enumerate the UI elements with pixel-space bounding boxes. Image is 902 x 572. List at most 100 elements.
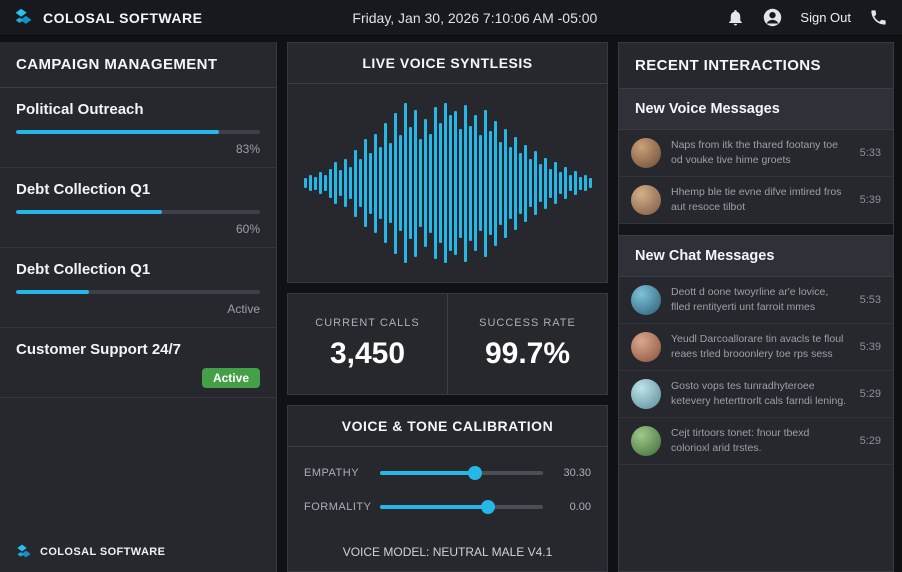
waveform-bar [408, 127, 412, 239]
waveform-bar [398, 135, 402, 231]
voice-panel-title: LIVE VOICE SYNTLESIS [288, 43, 607, 84]
phone-icon[interactable] [869, 8, 888, 27]
success-rate-label: SUCCESS RATE [479, 317, 576, 329]
campaign-status: 83% [235, 142, 260, 156]
waveform-bar [553, 162, 557, 204]
empathy-slider-row: EMPATHY 30.30 [304, 466, 591, 480]
campaign-progress-bar [16, 290, 260, 294]
topbar: COLOSAL SOFTWARE Friday, Jan 30, 2026 7:… [0, 0, 902, 36]
calibration-sliders: EMPATHY 30.30 FORMALITY 0.00 [288, 447, 607, 519]
success-rate-value: 99.7% [484, 337, 571, 370]
chat-message-item[interactable]: Gosto vops tes tunradhyteroee ketevery h… [619, 371, 893, 418]
sign-out-button[interactable]: Sign Out [800, 10, 851, 25]
empathy-slider[interactable] [380, 466, 543, 480]
chat-message-item[interactable]: Deott d oone twoyrline ar'e lovice, flle… [619, 277, 893, 324]
waveform-bar [333, 162, 337, 204]
waveform-bar [503, 128, 507, 238]
campaign-item-debt-collection-1[interactable]: Debt Collection Q1 60% [0, 168, 276, 248]
waveform-bar [518, 152, 522, 214]
footer-logo-icon [16, 544, 32, 560]
empathy-slider-knob[interactable] [467, 466, 482, 480]
voice-tone-calibration-panel: VOICE & TONE CALIBRATION EMPATHY 30.30 F… [287, 405, 608, 572]
waveform-bar [388, 143, 392, 223]
waveform-bar [423, 119, 427, 247]
waveform-bar [428, 133, 432, 233]
calibration-panel-title: VOICE & TONE CALIBRATION [288, 406, 607, 447]
center-column: LIVE VOICE SYNTLESIS CURRENT CALLS 3,450… [287, 42, 608, 572]
waveform-bar [358, 159, 362, 207]
waveform-bar [463, 104, 467, 262]
datetime: Friday, Jan 30, 2026 7:10:06 AM -05:00 [352, 9, 598, 26]
waveform [288, 84, 607, 282]
formality-slider[interactable] [380, 500, 543, 514]
waveform-bar [313, 176, 317, 190]
waveform-bar [578, 176, 582, 190]
main-content: CAMPAIGN MANAGEMENT Political Outreach 8… [0, 42, 902, 572]
section-divider [619, 224, 893, 236]
waveform-bar [573, 171, 577, 195]
campaign-panel-title: CAMPAIGN MANAGEMENT [0, 42, 276, 88]
current-calls-stat: CURRENT CALLS 3,450 [288, 294, 447, 394]
waveform-bar [543, 157, 547, 209]
message-time: 5:53 [859, 294, 881, 306]
campaign-item-political-outreach[interactable]: Political Outreach 83% [0, 88, 276, 168]
campaign-progress-bar [16, 210, 260, 214]
sender-avatar [631, 332, 661, 362]
campaign-name: Debt Collection Q1 [16, 261, 151, 278]
chat-messages-section-header: New Chat Messages [619, 236, 893, 277]
sender-avatar [631, 379, 661, 409]
waveform-bar [338, 170, 342, 196]
waveform-bar [348, 167, 352, 199]
waveform-bar [318, 172, 322, 194]
campaign-status: Active [227, 302, 260, 316]
waveform-bar [488, 131, 492, 235]
user-avatar-icon[interactable] [763, 8, 782, 27]
sender-avatar [631, 426, 661, 456]
sender-avatar [631, 285, 661, 315]
chat-message-item[interactable]: Yeudl Darcoallorare tin avacls te floul … [619, 324, 893, 371]
waveform-bar [483, 109, 487, 257]
waveform-bar [523, 144, 527, 222]
voice-model-label: VOICE MODEL: NEUTRAL MALE V4.1 [342, 545, 553, 559]
empathy-label: EMPATHY [304, 467, 360, 479]
formality-label: FORMALITY [304, 501, 372, 513]
notifications-bell-icon[interactable] [726, 8, 745, 27]
waveform-bar [343, 159, 347, 207]
campaign-item-customer-support[interactable]: Customer Support 24/7 Active [0, 328, 276, 398]
waveform-bar [558, 172, 562, 194]
sidebar-footer: COLOSAL SOFTWARE [0, 532, 276, 572]
waveform-bar [583, 175, 587, 191]
waveform-bar [418, 139, 422, 227]
campaign-item-debt-collection-2[interactable]: Debt Collection Q1 Active [0, 248, 276, 328]
waveform-bar [563, 167, 567, 199]
campaign-name: Political Outreach [16, 101, 144, 118]
formality-slider-knob[interactable] [480, 500, 495, 514]
sender-avatar [631, 185, 661, 215]
voice-message-item[interactable]: Hhemp ble tie evne difve imtired fros au… [619, 177, 893, 224]
waveform-bar [393, 112, 397, 254]
waveform-bar [538, 164, 542, 202]
message-time: 5:29 [859, 388, 881, 400]
message-time: 5:29 [859, 435, 881, 447]
voice-message-item[interactable]: Naps from itk the thared footany toe od … [619, 130, 893, 177]
formality-slider-row: FORMALITY 0.00 [304, 500, 591, 514]
campaign-progress-bar [16, 130, 260, 134]
success-rate-stat: SUCCESS RATE 99.7% [447, 294, 607, 394]
message-preview: Cejt tirtoors tonet: fnour tbexd colorio… [671, 427, 810, 454]
active-status-badge: Active [201, 368, 260, 388]
campaign-name: Debt Collection Q1 [16, 181, 151, 198]
chat-message-item[interactable]: Cejt tirtoors tonet: fnour tbexd colorio… [619, 418, 893, 465]
waveform-bar [548, 168, 552, 198]
campaign-progress-fill [16, 130, 219, 134]
waveform-bar [508, 147, 512, 219]
current-calls-value: 3,450 [329, 337, 406, 370]
campaign-progress-fill [16, 290, 90, 294]
message-preview: Deott d oone twoyrline ar'e lovice, flle… [671, 286, 829, 313]
waveform-bar [308, 175, 312, 191]
topbar-actions: Sign Out [726, 8, 888, 27]
waveform-bar [588, 178, 592, 188]
waveform-bar [353, 149, 357, 217]
waveform-bar [473, 115, 477, 251]
waveform-bar [378, 147, 382, 219]
message-time: 5:39 [859, 194, 881, 206]
